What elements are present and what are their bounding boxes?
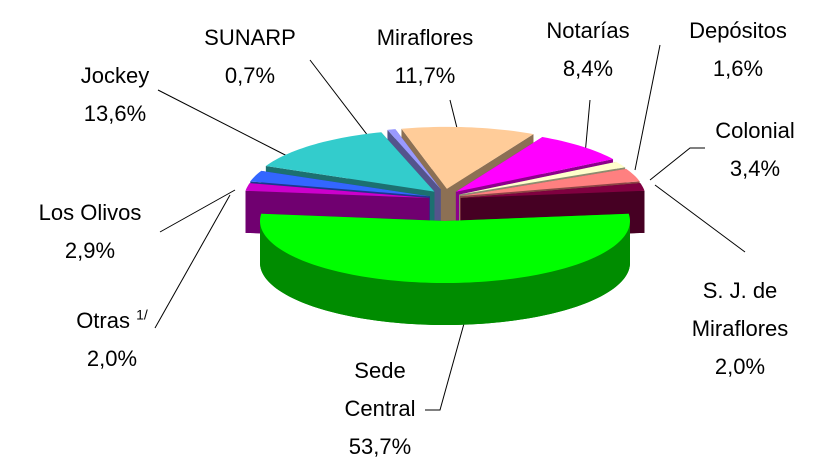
value-label: 0,7% — [224, 63, 276, 88]
slice-top — [260, 213, 630, 283]
leader-line — [157, 89, 296, 161]
leader-line — [309, 59, 376, 146]
category-label: SUNARP — [204, 25, 296, 50]
slice-label: SUNARP 0,7% — [190, 19, 310, 95]
value-label: 8,4% — [562, 56, 614, 81]
slice-top — [460, 183, 645, 199]
leader-line — [654, 184, 746, 253]
slice — [260, 213, 630, 325]
slice-label: Jockey 13,6% — [55, 57, 175, 133]
slice-top — [250, 170, 430, 197]
value-label: 1,6% — [712, 56, 764, 81]
slice-label: Colonial 3,4% — [695, 112, 815, 188]
value-label: 53,7% — [348, 434, 412, 459]
slice-top — [455, 137, 614, 192]
category-label: Notarías — [546, 18, 630, 43]
slice-label: Otras 1/2,0% — [52, 302, 172, 378]
value-label: 2,0% — [714, 354, 766, 379]
leader-line — [159, 189, 236, 233]
slice-side — [260, 221, 630, 325]
leader-line — [634, 44, 661, 171]
leader-lines — [154, 44, 746, 411]
value-label: 3,4% — [729, 156, 781, 181]
category-label: Colonial — [715, 118, 795, 143]
slice-top — [401, 126, 534, 189]
leader-line — [649, 147, 705, 181]
category-label: S. J. de Miraflores — [691, 278, 789, 341]
slice-label: Depósitos 1,6% — [668, 12, 808, 88]
slice-top — [245, 183, 430, 199]
leader-line — [154, 194, 231, 329]
label-note: 1/ — [136, 306, 148, 323]
leader-line — [425, 319, 466, 411]
slice-top — [458, 161, 626, 195]
category-label: Otras — [76, 308, 130, 333]
category-label: Depósitos — [689, 18, 787, 43]
slice-label: Notarías 8,4% — [528, 12, 648, 88]
slice-label: Los Olivos 2,9% — [10, 194, 170, 270]
slice-label: S. J. de Miraflores 2,0% — [665, 272, 815, 386]
category-label: Sede Central — [344, 358, 416, 421]
slice-label: Miraflores 11,7% — [355, 19, 495, 95]
value-label: 13,6% — [83, 101, 147, 126]
slice-top — [265, 132, 435, 192]
slices — [245, 126, 645, 325]
value-label: 2,9% — [64, 238, 116, 263]
value-label: 11,7% — [394, 63, 456, 88]
slice-top — [460, 168, 640, 197]
category-label: Jockey — [80, 63, 150, 88]
category-label: Miraflores — [376, 25, 474, 50]
value-label: 2,0% — [86, 346, 138, 371]
slice-top — [387, 129, 441, 190]
leader-line — [584, 99, 591, 156]
slice-label: Sede Central 53,7% — [335, 352, 425, 466]
category-label: Los Olivos — [38, 200, 142, 225]
